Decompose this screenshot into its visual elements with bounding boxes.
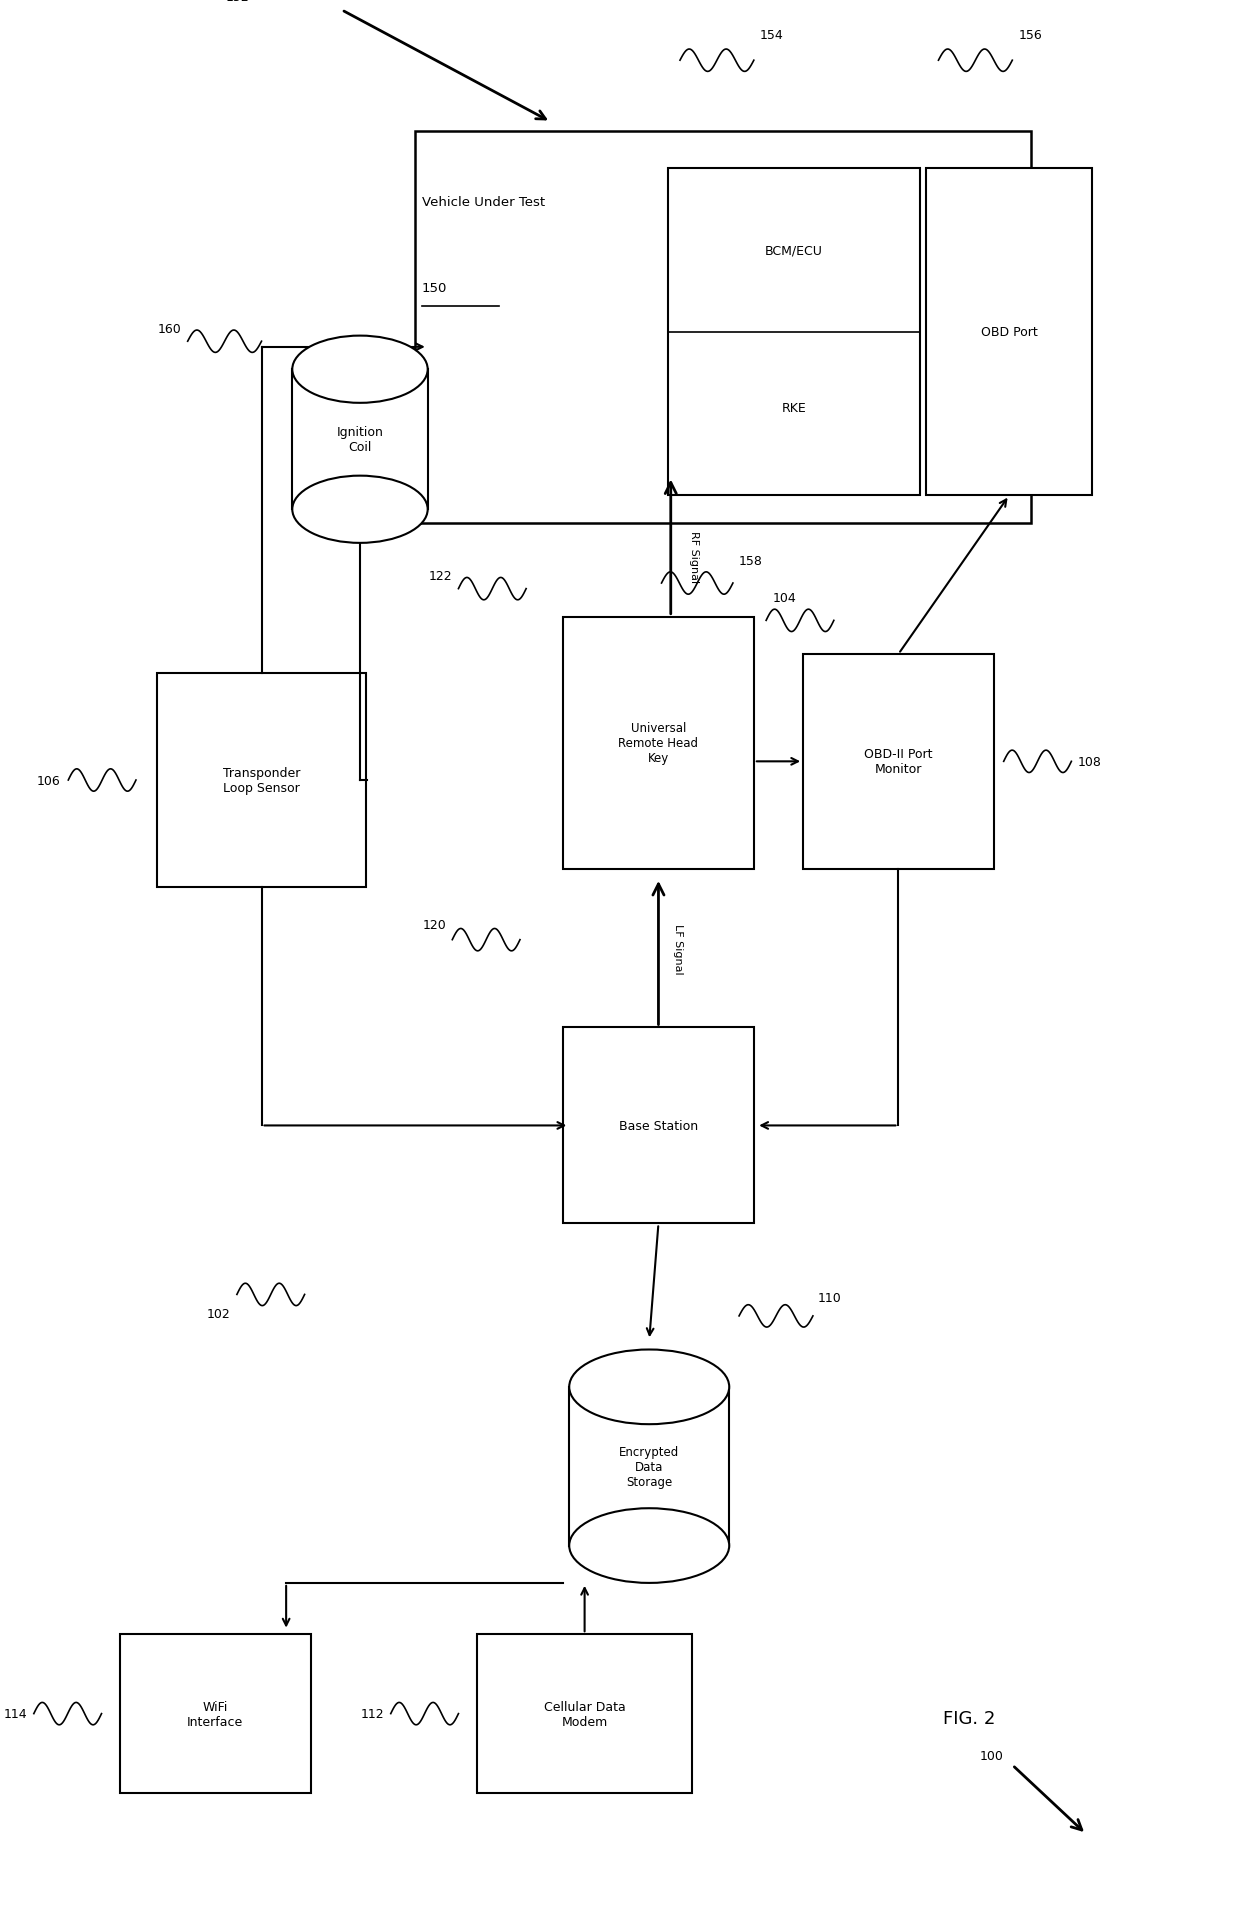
Text: FIG. 2: FIG. 2 — [944, 1709, 996, 1728]
Text: OBD-II Port
Monitor: OBD-II Port Monitor — [864, 749, 932, 775]
FancyBboxPatch shape — [157, 672, 366, 888]
Text: Transponder
Loop Sensor: Transponder Loop Sensor — [223, 766, 300, 794]
Text: 110: 110 — [818, 1292, 842, 1305]
Text: 156: 156 — [1018, 29, 1042, 42]
Text: 114: 114 — [4, 1707, 27, 1720]
Text: 152: 152 — [226, 0, 249, 4]
FancyBboxPatch shape — [804, 655, 993, 869]
Text: 106: 106 — [37, 773, 61, 787]
Ellipse shape — [569, 1509, 729, 1583]
Text: Encrypted
Data
Storage: Encrypted Data Storage — [619, 1446, 680, 1488]
FancyBboxPatch shape — [415, 131, 1030, 524]
Text: 154: 154 — [760, 29, 784, 42]
FancyBboxPatch shape — [293, 370, 428, 511]
Text: Universal
Remote Head
Key: Universal Remote Head Key — [619, 722, 698, 764]
Text: 120: 120 — [423, 918, 446, 932]
FancyBboxPatch shape — [667, 170, 920, 495]
Text: RKE: RKE — [781, 402, 806, 413]
Text: 100: 100 — [980, 1749, 1003, 1762]
Text: Vehicle Under Test: Vehicle Under Test — [422, 196, 544, 210]
FancyBboxPatch shape — [563, 1029, 754, 1223]
FancyBboxPatch shape — [563, 617, 754, 869]
Text: Base Station: Base Station — [619, 1120, 698, 1132]
FancyBboxPatch shape — [477, 1634, 692, 1793]
Text: OBD Port: OBD Port — [981, 326, 1038, 339]
FancyBboxPatch shape — [120, 1634, 311, 1793]
Ellipse shape — [293, 476, 428, 543]
Text: 102: 102 — [207, 1307, 231, 1320]
Text: 160: 160 — [157, 322, 181, 335]
Text: 108: 108 — [1078, 756, 1101, 768]
Text: 122: 122 — [429, 570, 453, 583]
Text: 112: 112 — [361, 1707, 384, 1720]
Ellipse shape — [293, 337, 428, 404]
Text: 104: 104 — [773, 592, 796, 606]
Ellipse shape — [569, 1351, 729, 1425]
Text: LF Signal: LF Signal — [673, 924, 683, 973]
FancyBboxPatch shape — [926, 170, 1092, 495]
Text: 150: 150 — [422, 282, 446, 295]
Text: Ignition
Coil: Ignition Coil — [336, 427, 383, 453]
Text: RF Signal: RF Signal — [689, 531, 699, 583]
Text: Cellular Data
Modem: Cellular Data Modem — [543, 1699, 625, 1728]
FancyBboxPatch shape — [569, 1387, 729, 1545]
Text: BCM/ECU: BCM/ECU — [765, 244, 823, 257]
Text: WiFi
Interface: WiFi Interface — [187, 1699, 243, 1728]
Text: 158: 158 — [739, 554, 763, 568]
